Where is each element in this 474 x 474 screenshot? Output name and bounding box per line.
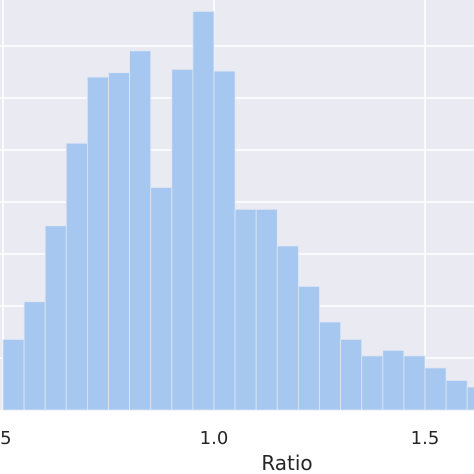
histogram-bar (192, 11, 215, 411)
histogram-bar (403, 355, 426, 411)
histogram-bar (445, 380, 468, 411)
x-tick-label: 1.5 (411, 428, 440, 449)
histogram-bars (2, 11, 474, 411)
histogram-bar (150, 187, 173, 411)
histogram-bar (65, 142, 88, 411)
histogram-bar (276, 245, 299, 411)
histogram-bar (2, 339, 25, 411)
histogram-bar (213, 70, 236, 411)
x-axis-tick-labels: .51.01.52.02.5 (0, 428, 440, 449)
histogram-bar (382, 350, 405, 411)
histogram-bar (87, 76, 109, 411)
histogram-bar (108, 72, 131, 411)
x-tick-label: .5 (0, 428, 12, 449)
histogram-bar (297, 286, 320, 411)
histogram-bar (234, 208, 257, 411)
histogram-bar (171, 69, 194, 411)
histogram-bar (319, 321, 342, 411)
histogram-bar (424, 367, 447, 411)
histogram-bar (44, 225, 67, 411)
histogram-bar (255, 208, 278, 411)
x-axis-title: Ratio (261, 451, 312, 474)
histogram-bar (361, 355, 384, 411)
x-tick-label: 1.0 (200, 428, 229, 449)
histogram-bar (340, 339, 363, 411)
histogram-bar (466, 386, 474, 411)
histogram-bar (129, 50, 152, 411)
histogram-bar (23, 301, 46, 411)
